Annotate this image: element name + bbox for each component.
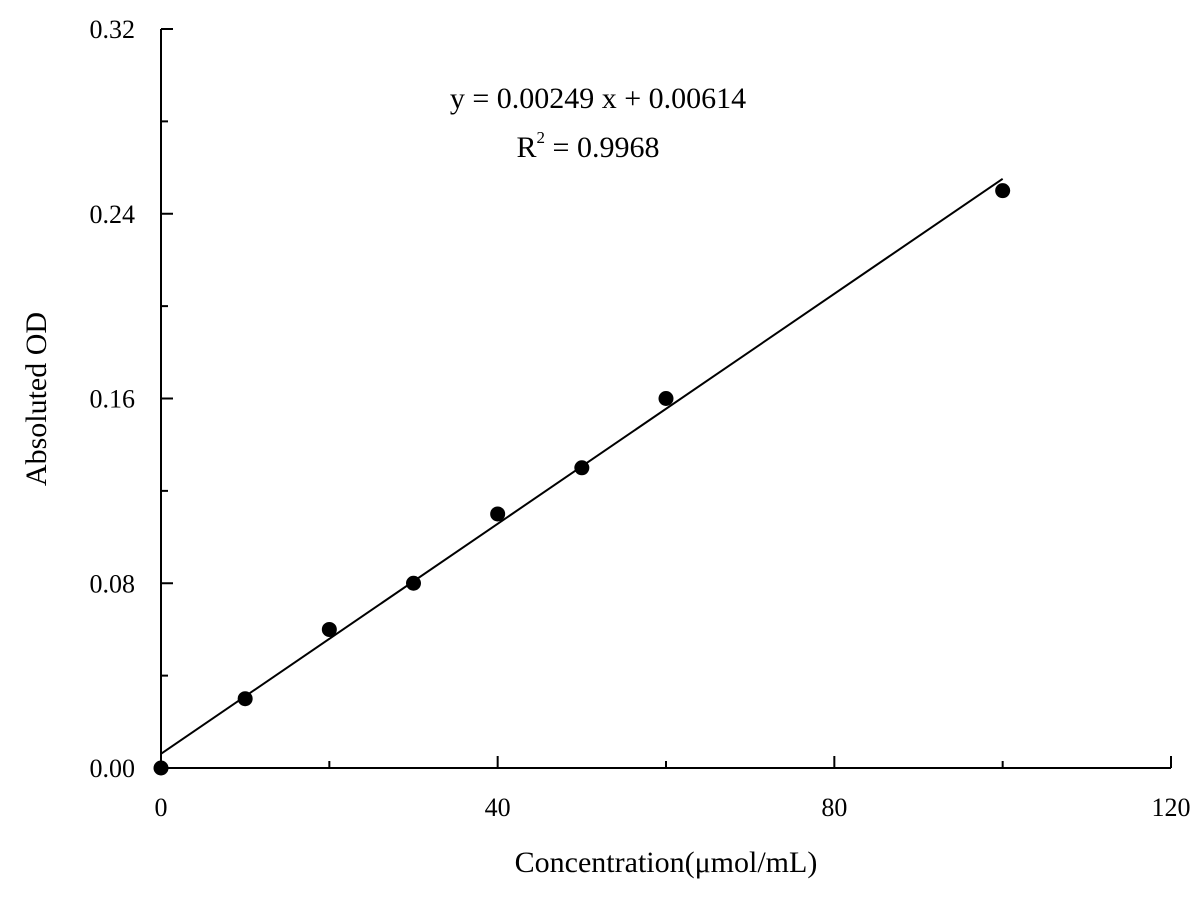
r-squared-value: = 0.9968 [545, 131, 659, 164]
x-tick-label: 40 [485, 793, 511, 822]
data-point [490, 506, 506, 522]
tick-labels: 0 40 80 120 0.00 0.08 0.16 0.24 0.32 [90, 15, 1191, 822]
y-tick-label: 0.24 [90, 200, 136, 229]
y-axis-title: Absoluted OD [20, 312, 53, 486]
data-point [321, 621, 337, 637]
y-tick-label: 0.32 [90, 15, 136, 44]
data-points [153, 183, 1011, 776]
data-point [574, 460, 590, 476]
data-point [237, 691, 253, 707]
data-point [658, 391, 674, 406]
y-tick-label: 0.08 [90, 569, 136, 598]
r-squared-base: R [517, 131, 537, 164]
x-tick-label: 0 [155, 793, 168, 822]
r-squared-superscript: 2 [537, 128, 546, 147]
x-tick-label: 80 [821, 793, 847, 822]
data-point [153, 760, 169, 776]
data-point [406, 575, 421, 591]
y-tick-label: 0.16 [90, 385, 136, 414]
fit-equation: y = 0.00249 x + 0.00614 [450, 82, 746, 115]
data-point [995, 183, 1011, 199]
x-axis-title: Concentration(μmol/mL) [515, 846, 818, 879]
r-squared: R2 = 0.9968 [517, 128, 660, 164]
y-tick-label: 0.00 [90, 754, 136, 783]
x-tick-label: 120 [1152, 793, 1191, 822]
ticks [160, 28, 1172, 769]
